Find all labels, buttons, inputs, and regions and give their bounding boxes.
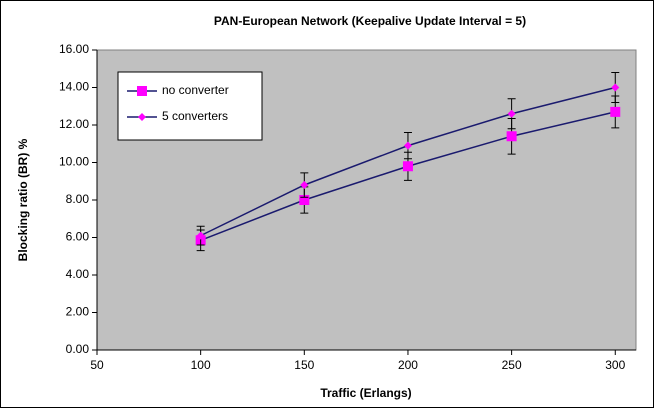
x-tick-label: 300 <box>605 358 625 372</box>
marker <box>300 181 309 189</box>
y-tick-label: 2.00 <box>66 305 90 319</box>
y-tick-label: 16.00 <box>59 42 89 56</box>
y-tick-label: 10.00 <box>59 155 89 169</box>
marker <box>402 161 413 172</box>
y-tick-label: 8.00 <box>66 192 90 206</box>
marker <box>610 106 621 117</box>
legend-label: 5 converters <box>162 109 228 123</box>
x-tick-label: 150 <box>294 358 314 372</box>
marker <box>299 195 310 205</box>
x-axis-label: Traffic (Erlangs) <box>320 386 411 400</box>
legend-box <box>117 71 263 141</box>
y-tick-label: 6.00 <box>66 230 90 244</box>
y-tick-label: 14.00 <box>59 80 89 94</box>
x-tick-label: 50 <box>90 358 104 372</box>
marker <box>506 131 517 142</box>
marker <box>507 109 516 118</box>
x-tick-label: 250 <box>502 358 522 372</box>
marker <box>138 113 146 121</box>
legend-label: no converter <box>162 83 229 97</box>
marker <box>196 231 205 240</box>
y-axis-label: Blocking ratio (BR) % <box>16 138 30 261</box>
y-tick-label: 12.00 <box>59 117 89 131</box>
x-tick-label: 100 <box>191 358 211 372</box>
x-tick-label: 200 <box>398 358 418 372</box>
marker <box>137 86 147 96</box>
marker <box>403 141 412 150</box>
y-tick-label: 0.00 <box>66 342 90 356</box>
y-tick-label: 4.00 <box>66 267 90 281</box>
chart-title: PAN-European Network (Keepalive Update I… <box>214 14 526 28</box>
marker <box>611 83 620 92</box>
